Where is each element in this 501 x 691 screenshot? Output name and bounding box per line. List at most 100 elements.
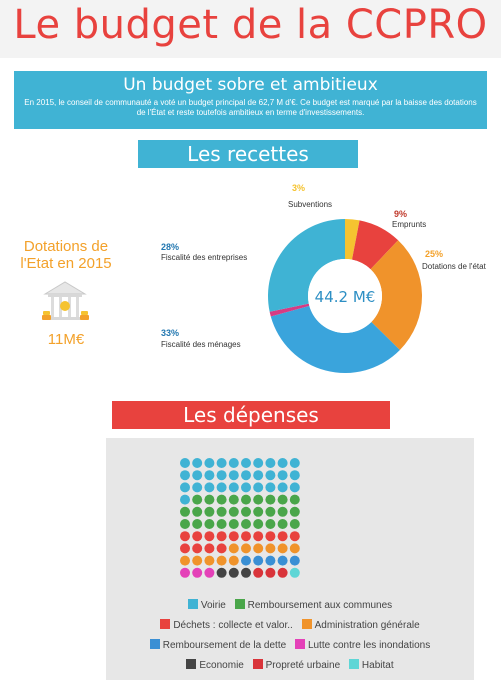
waffle-dot xyxy=(289,506,300,517)
waffle-dot xyxy=(180,482,190,493)
waffle-dot xyxy=(204,470,215,481)
legend-label: Voirie xyxy=(200,600,226,611)
waffle-dot xyxy=(180,555,190,566)
waffle-dot xyxy=(289,543,300,554)
waffle-dot xyxy=(253,519,264,529)
waffle-dot xyxy=(228,567,239,578)
donut-slice-5 xyxy=(267,219,345,312)
waffle-dot xyxy=(216,494,227,505)
legend-row-2: Déchets : collecte et valor.. Administra… xyxy=(106,619,474,631)
intro-text: En 2015, le conseil de communauté a voté… xyxy=(24,98,477,117)
waffle-dot xyxy=(180,506,190,517)
waffle-dot xyxy=(289,555,300,566)
waffle-dot xyxy=(277,543,288,554)
depenses-panel xyxy=(106,438,474,680)
waffle-dot xyxy=(241,543,251,554)
waffle-dot xyxy=(192,531,203,542)
waffle-dot xyxy=(204,543,215,554)
waffle-dot xyxy=(289,519,300,529)
legend-item-dette: Remboursement de la dette xyxy=(149,639,287,651)
waffle-dot xyxy=(241,470,251,481)
slice-label-emprunts: Emprunts xyxy=(392,220,427,229)
legend-label: Remboursement aux communes xyxy=(247,600,393,611)
legend-item-proprete: Propreté urbaine xyxy=(252,659,341,671)
donut-slice-0 xyxy=(345,219,360,260)
legend-label: Administration générale xyxy=(314,620,420,631)
depenses-waffle-chart xyxy=(180,458,300,578)
waffle-dot xyxy=(216,519,227,529)
legend-swatch xyxy=(160,619,171,629)
waffle-dot xyxy=(241,555,251,566)
waffle-dot xyxy=(204,458,215,468)
donut-slice-2 xyxy=(370,240,422,351)
legend-swatch xyxy=(149,639,160,649)
waffle-dot xyxy=(228,458,239,468)
waffle-dot xyxy=(253,567,264,578)
waffle-dot xyxy=(216,543,227,554)
waffle-dot xyxy=(277,458,288,468)
waffle-dot xyxy=(277,531,288,542)
legend-item-voirie: Voirie xyxy=(187,599,226,611)
legend-swatch xyxy=(294,639,305,649)
legend-swatch xyxy=(187,599,198,609)
waffle-dot xyxy=(216,458,227,468)
legend-label: Economie xyxy=(199,660,244,671)
waffle-dot xyxy=(204,482,215,493)
intro-subtitle: Un budget sobre et ambitieux xyxy=(123,75,378,95)
legend-swatch xyxy=(252,659,263,669)
waffle-dot xyxy=(204,506,215,517)
waffle-dot xyxy=(253,531,264,542)
waffle-dot xyxy=(180,458,190,468)
waffle-dot xyxy=(192,506,203,517)
waffle-dot xyxy=(216,531,227,542)
waffle-dot xyxy=(204,555,215,566)
waffle-dot xyxy=(265,555,276,566)
waffle-dot xyxy=(265,543,276,554)
slice-pct-menages: 33% xyxy=(161,328,180,338)
waffle-dot xyxy=(216,482,227,493)
waffle-dot xyxy=(253,506,264,517)
waffle-dot xyxy=(192,494,203,505)
legend-swatch xyxy=(301,619,312,629)
waffle-dot xyxy=(289,567,300,578)
slice-pct-entreprises: 28% xyxy=(161,242,180,252)
waffle-dot xyxy=(180,543,190,554)
slice-label-menages: Fiscalité des ménages xyxy=(161,340,241,349)
waffle-dot xyxy=(277,494,288,505)
slice-pct-subventions: 3% xyxy=(292,183,306,193)
waffle-dot xyxy=(265,567,276,578)
waffle-dot xyxy=(253,470,264,481)
waffle-dot xyxy=(228,482,239,493)
legend-item-administration: Administration générale xyxy=(301,619,420,631)
legend-row-4: Economie Propreté urbaine Habitat xyxy=(106,659,474,671)
title-band xyxy=(0,0,501,58)
waffle-dot xyxy=(204,494,215,505)
legend-label: Habitat xyxy=(361,660,394,671)
legend-label: Déchets : collecte et valor.. xyxy=(173,620,293,631)
waffle-dot xyxy=(253,482,264,493)
waffle-dot xyxy=(277,506,288,517)
slice-label-entreprises: Fiscalité des entreprises xyxy=(161,253,248,262)
waffle-dot xyxy=(192,482,203,493)
waffle-dot xyxy=(228,531,239,542)
waffle-dot xyxy=(241,567,251,578)
waffle-dot xyxy=(192,519,203,529)
legend-label: Propreté urbaine xyxy=(265,660,341,671)
waffle-dot xyxy=(265,494,276,505)
waffle-dot xyxy=(228,506,239,517)
waffle-dot xyxy=(180,567,190,578)
waffle-dot xyxy=(228,470,239,481)
waffle-dot xyxy=(253,555,264,566)
waffle-dot xyxy=(253,458,264,468)
waffle-dot xyxy=(228,555,239,566)
donut-center-label: 44.2 M€ xyxy=(315,288,376,306)
waffle-dot xyxy=(228,494,239,505)
waffle-dot xyxy=(265,531,276,542)
bank-icon xyxy=(42,281,89,320)
waffle-dot xyxy=(241,494,251,505)
page-title: Le budget de la CCPRO xyxy=(13,2,488,48)
legend-label: Remboursement de la dette xyxy=(162,640,287,651)
waffle-dot xyxy=(192,543,203,554)
dotations-label: Dotations de l'Etat en 2015 xyxy=(20,238,112,272)
waffle-dot xyxy=(228,519,239,529)
